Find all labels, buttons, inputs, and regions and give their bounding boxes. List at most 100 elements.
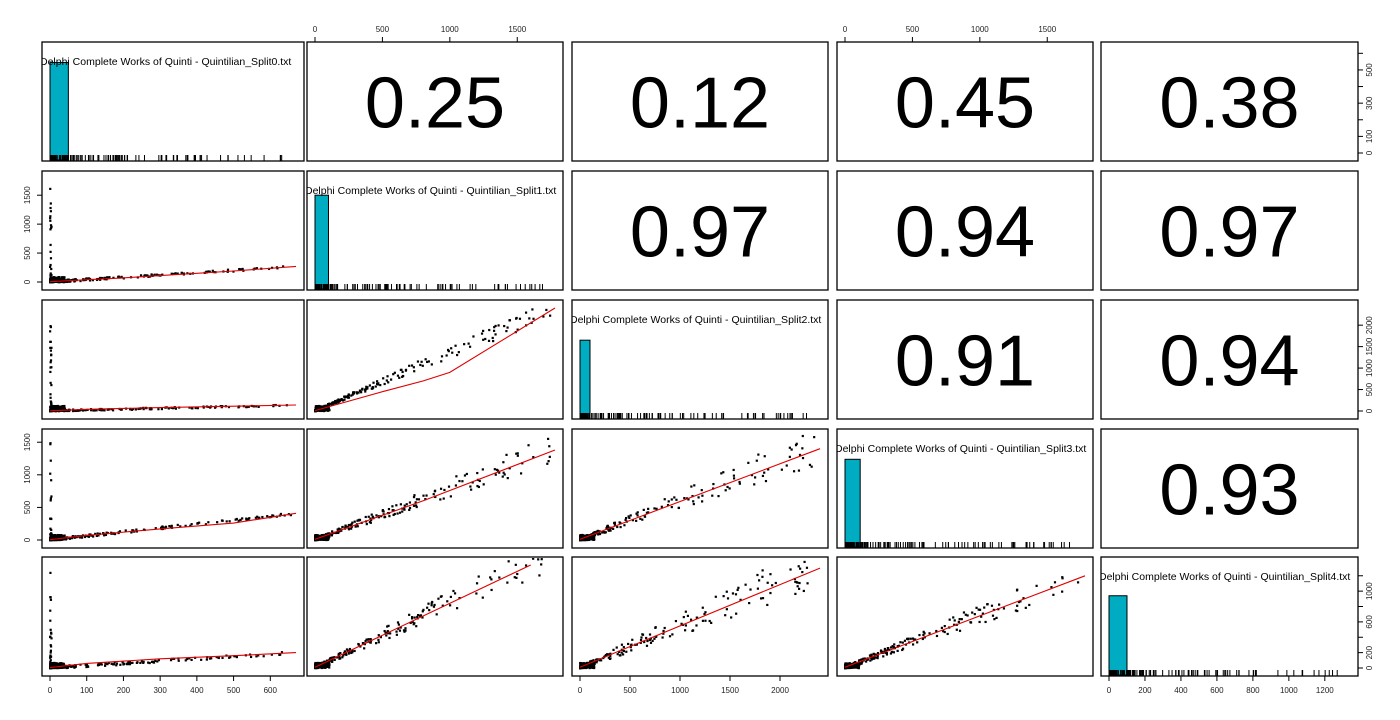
data-point [49,217,52,220]
data-point [453,592,457,595]
histogram-bar [1108,595,1128,676]
loess-fit-line [314,307,556,412]
data-point [885,651,888,654]
data-point [385,634,388,637]
correlation-panel: 0.97 [1100,170,1359,291]
data-point [605,525,609,528]
data-point [182,272,185,275]
panel-frame [41,556,305,677]
data-point [738,480,741,484]
data-point [502,461,505,464]
data-point [869,659,872,662]
data-point [351,393,354,396]
data-point [336,528,339,531]
data-point [978,608,982,611]
axis-tick-label: 800 [1246,686,1260,695]
panel-frame [306,41,564,162]
histogram-panel: Delphi Complete Works of Quinti - Quinti… [571,299,829,420]
data-point [49,325,52,329]
data-point [49,645,53,648]
data-point [174,272,177,275]
data-point [106,408,109,411]
data-point [425,494,428,497]
data-point [227,406,231,409]
data-point [481,596,484,599]
data-point [49,635,52,639]
data-point [621,653,625,656]
data-point [348,647,352,651]
data-point [91,279,94,282]
data-point [620,651,623,654]
data-point [98,662,101,665]
data-point [645,636,648,640]
axis-tick-label: 600 [1210,686,1224,695]
data-point [887,647,890,650]
data-point [609,657,612,660]
data-point [341,656,344,659]
data-point [506,476,509,480]
data-point [514,563,517,566]
data-point [766,581,769,584]
data-point [115,664,118,667]
data-point [788,446,791,449]
data-point [169,526,172,529]
scatter-panel [41,299,305,420]
panel-frame [41,170,305,291]
data-point [372,381,375,384]
data-point [334,399,337,403]
data-point [130,531,133,534]
data-point [377,634,380,637]
data-point [350,527,353,530]
data-point [347,393,350,397]
data-point [377,641,380,644]
data-point [662,632,665,635]
data-point [620,643,624,646]
axis-tick-label: 500 [227,686,241,695]
data-point [397,627,400,630]
data-point [237,519,240,522]
data-point [810,465,813,468]
data-point [501,475,504,478]
data-point [343,650,347,653]
data-point [896,644,899,648]
data-point [546,462,549,465]
data-point [440,595,443,598]
data-point [424,498,427,501]
data-point [207,270,210,273]
data-point [104,533,108,536]
axis-tick-label: 0 [23,537,32,542]
data-point [364,388,367,391]
data-point [111,409,115,412]
data-point [607,526,610,529]
data-point [798,587,801,590]
data-point [468,345,472,348]
data-point [785,464,788,467]
data-point [548,445,551,448]
data-point [625,650,628,653]
data-point [545,308,548,312]
data-point [361,388,364,391]
data-point [532,456,535,459]
data-point [749,588,752,591]
data-point [873,656,876,659]
data-point [328,402,331,405]
data-point [687,498,690,501]
data-point [496,469,500,472]
data-point [747,461,750,464]
data-point [137,407,140,411]
data-point [477,575,480,578]
data-point [734,593,738,596]
data-point [670,498,673,501]
data-point [940,626,943,629]
data-point [928,632,931,635]
data-point [860,662,863,665]
data-point [258,516,261,519]
scatter-panel [836,556,1094,677]
data-point [673,496,676,499]
data-point [135,528,138,531]
data-point [375,514,378,517]
data-point [266,515,269,518]
data-point [84,663,87,666]
data-point [50,479,53,482]
panel-frame [836,428,1094,549]
